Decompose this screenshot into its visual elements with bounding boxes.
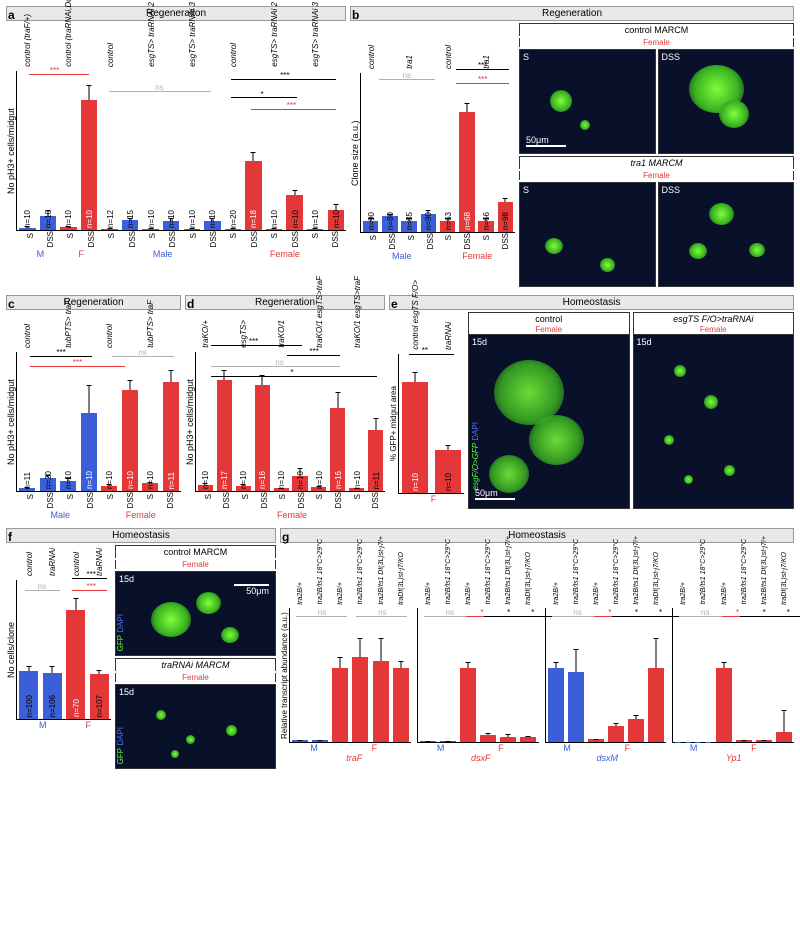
img-tra1-dss: DSS bbox=[658, 182, 795, 287]
bar: n=10traKO/1 esgTS>traF bbox=[309, 352, 328, 491]
bar: n=63control bbox=[438, 73, 457, 232]
panel-c: c Regeneration No pH3+ cells/midgut *** … bbox=[6, 295, 181, 520]
panel-b-ylabel: Clone size (a.u.) bbox=[350, 73, 360, 233]
panel-g: g Homeostasis Relative transcript abunda… bbox=[280, 528, 794, 769]
bar: n=10esgTS> traRNAi 2 bbox=[264, 71, 285, 230]
bar: n=107traRNAi bbox=[88, 580, 112, 719]
bar: n=11 bbox=[366, 352, 385, 491]
panel-c-plot: *** *** ns n=11controln=20n=10tubPTS> tr… bbox=[16, 352, 181, 492]
bar: n=16 bbox=[328, 352, 347, 491]
bar: n=10tubPTS> traF bbox=[58, 352, 79, 491]
bar: n=16 bbox=[253, 352, 272, 491]
bar: n=10esgTS> traRNAi 3 bbox=[182, 71, 203, 230]
panel-e-title: Homeostasis bbox=[389, 295, 794, 310]
img-e-trarnaI: 15d bbox=[633, 334, 795, 509]
bar: n=11control bbox=[17, 352, 38, 491]
panel-a-chart: No pH3+ cells/midgut *** ns *** * *** n=… bbox=[6, 71, 346, 231]
bar: n=18 bbox=[243, 71, 264, 230]
bar: n=10esgTS> traRNAi 2 bbox=[140, 71, 161, 230]
panel-g-ylabel: Relative transcript abundance (a.u.) bbox=[280, 608, 289, 743]
img-f-trarnaI: GFP DAPI 15d bbox=[115, 684, 276, 769]
bar: n=90control bbox=[361, 73, 380, 232]
panel-b: b Regeneration Clone size (a.u.) ns *** … bbox=[350, 6, 794, 287]
bar: n=10traKO/1 esgTS>traF bbox=[347, 352, 366, 491]
panel-e-ylabel: % GFP+ midgut area bbox=[389, 354, 398, 494]
panel-f: f Homeostasis No cells/clone ns *** *** … bbox=[6, 528, 276, 769]
bar: n=10 bbox=[284, 71, 305, 230]
bar: n=10control bbox=[99, 352, 120, 491]
panel-e-plot: ** n=10control esgTS F/O>n=10traRNAi bbox=[398, 354, 464, 494]
bar: n=15 bbox=[120, 71, 141, 230]
panel-b-title: Regeneration bbox=[350, 6, 794, 21]
bar: n=85tra1 bbox=[400, 73, 419, 232]
panel-a-plot: *** ns *** * *** n=10control (traF/+)n=1… bbox=[16, 71, 346, 231]
bar: n=106traRNAi bbox=[41, 580, 65, 719]
panel-g-plot: nsnstra2B/+tra2B/ts1 18°C>29°Ctra2B/+tra… bbox=[289, 608, 794, 743]
bar: n=10 bbox=[325, 71, 346, 230]
panel-a-ylabel: No pH3+ cells/midgut bbox=[6, 71, 16, 231]
panel-d: d Regeneration No pH3+ cells/midgut *** … bbox=[185, 295, 385, 520]
bar: n=10control (traF/+) bbox=[17, 71, 38, 230]
bar: n=70control bbox=[64, 580, 88, 719]
bar: n=10control esgTS F/O> bbox=[399, 354, 432, 493]
bar: n=10 bbox=[79, 71, 100, 230]
img-title-control: control MARCM bbox=[519, 23, 794, 36]
panel-d-plot: *** *** ns * n=10traKO/+n=17n=10esgTS>n=… bbox=[195, 352, 385, 492]
bar: n=68 bbox=[457, 73, 476, 232]
panel-b-images: control MARCM Female GFP DAPI S 50μm DSS bbox=[519, 23, 794, 287]
panel-f-images: control MARCM Female GFP DAPI 15d 50μm t… bbox=[115, 545, 276, 769]
panel-e: e Homeostasis % GFP+ midgut area ** n=10… bbox=[389, 295, 794, 520]
bar: n=10traKO/+ bbox=[196, 352, 215, 491]
row-1: a Regeneration No pH3+ cells/midgut *** … bbox=[6, 6, 794, 287]
bar: n=10esgTS> traRNAi 3 bbox=[305, 71, 326, 230]
panel-a-title: Regeneration bbox=[6, 6, 346, 21]
bar: n=20 bbox=[38, 352, 59, 491]
bar: n=10 bbox=[79, 352, 100, 491]
img-subtitle: Female bbox=[519, 38, 794, 47]
img-control-dss: DSS bbox=[658, 49, 795, 154]
panel-e-images: control Female 15d esgF/O>GFP DAPI 50μm bbox=[468, 312, 794, 509]
panel-c-ylabel: No pH3+ cells/midgut bbox=[6, 352, 16, 492]
panel-g-subplot: ns***tra2B/+tra2B/ts1 18°C>29°Ctra2B/+tr… bbox=[417, 608, 539, 743]
panel-letter-a: a bbox=[8, 8, 15, 22]
panel-g-subplot: ns***tra2B/+tra2B/ts1 18°C>29°Ctra2B/+tr… bbox=[545, 608, 667, 743]
bar: n=100control bbox=[17, 580, 41, 719]
bar: n=66tra1 bbox=[477, 73, 496, 232]
panel-a: a Regeneration No pH3+ cells/midgut *** … bbox=[6, 6, 346, 287]
bar: n=90 bbox=[419, 73, 438, 232]
img-title-tra1: tra1 MARCM bbox=[519, 156, 794, 169]
bar: n=80 bbox=[380, 73, 399, 232]
img-f-control: GFP DAPI 15d 50μm bbox=[115, 571, 276, 656]
bar: n=12control bbox=[99, 71, 120, 230]
panel-f-ylabel: No cells/clone bbox=[6, 580, 16, 720]
panel-b-chart: Clone size (a.u.) ns *** *** n=90control… bbox=[350, 73, 515, 233]
bar: n=10 bbox=[291, 352, 310, 491]
bar: n=10tubPTS> traF bbox=[140, 352, 161, 491]
row-2: c Regeneration No pH3+ cells/midgut *** … bbox=[6, 295, 794, 520]
bar: n=10esgTS> bbox=[234, 352, 253, 491]
panel-g-subplot: nsnstra2B/+tra2B/ts1 18°C>29°Ctra2B/+tra… bbox=[289, 608, 411, 743]
img-e-control: 15d esgF/O>GFP DAPI 50μm bbox=[468, 334, 630, 509]
bar: n=10 bbox=[202, 71, 223, 230]
panel-letter-b: b bbox=[352, 8, 359, 22]
bar: n=11 bbox=[161, 352, 182, 491]
img-control-s: S 50μm bbox=[519, 49, 656, 154]
bar: n=20control bbox=[223, 71, 244, 230]
bar: n=17 bbox=[215, 352, 234, 491]
bar: n=10traKO/1 bbox=[272, 352, 291, 491]
img-tra1-s: S bbox=[519, 182, 656, 287]
panel-f-title: Homeostasis bbox=[6, 528, 276, 543]
row-3: f Homeostasis No cells/clone ns *** *** … bbox=[6, 528, 794, 769]
bar: n=10traRNAi bbox=[432, 354, 465, 493]
panel-b-plot: ns *** *** n=90controln=80n=85tra1n=90n=… bbox=[360, 73, 515, 233]
bar: n=10 bbox=[38, 71, 59, 230]
figure: a Regeneration No pH3+ cells/midgut *** … bbox=[0, 0, 800, 783]
bar: n=98 bbox=[496, 73, 515, 232]
panel-d-ylabel: No pH3+ cells/midgut bbox=[185, 352, 195, 492]
bar: n=10 bbox=[161, 71, 182, 230]
panel-g-subplot: ns***tra2B/+tra2B/ts1 18°C>29°Ctra2B/+tr… bbox=[672, 608, 794, 743]
panel-f-plot: ns *** *** n=100controln=106traRNAin=70c… bbox=[16, 580, 111, 720]
bar: n=10control (traRNAi,Dcr2) bbox=[58, 71, 79, 230]
bar: n=10 bbox=[120, 352, 141, 491]
